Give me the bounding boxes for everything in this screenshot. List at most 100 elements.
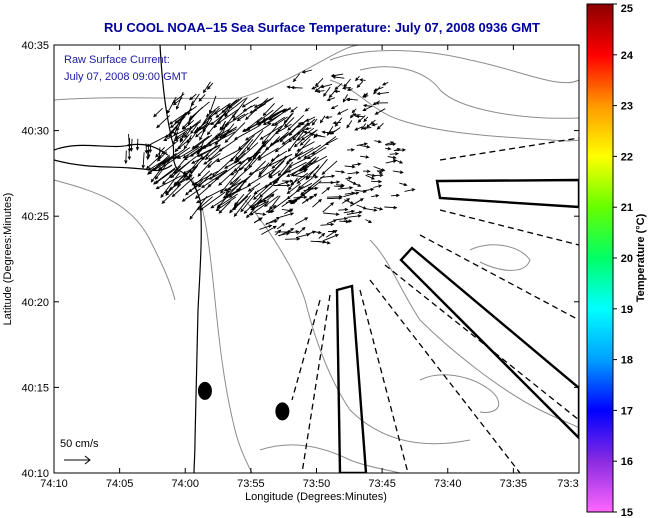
current-vector xyxy=(154,159,171,180)
current-vector xyxy=(328,90,336,99)
current-vector xyxy=(157,147,162,160)
current-vectors xyxy=(124,69,416,245)
current-vector xyxy=(294,217,309,225)
current-vector xyxy=(303,151,316,159)
current-vector xyxy=(160,172,181,199)
current-vector xyxy=(335,183,345,187)
current-vector xyxy=(343,191,360,198)
current-vector xyxy=(235,139,254,161)
current-vector xyxy=(242,116,263,133)
current-vector xyxy=(224,122,246,144)
current-vector xyxy=(253,186,266,195)
radial-6 xyxy=(359,289,409,473)
current-vector xyxy=(255,212,267,216)
current-vector xyxy=(344,165,356,169)
current-vector xyxy=(362,92,368,97)
radial-3 xyxy=(419,234,579,321)
x-tick-label: 74:05 xyxy=(106,478,134,490)
current-vector xyxy=(129,138,134,152)
current-vector xyxy=(347,214,362,218)
current-vector xyxy=(278,232,291,237)
current-vector xyxy=(371,179,383,184)
current-vector xyxy=(373,166,386,172)
current-vector xyxy=(202,81,211,94)
current-vector xyxy=(288,177,298,191)
colorbar-tick-label: 19 xyxy=(621,304,633,316)
current-vector xyxy=(233,195,252,218)
current-vector xyxy=(293,169,308,177)
current-vector xyxy=(311,136,337,155)
current-vector xyxy=(358,144,371,149)
current-vector xyxy=(207,158,219,169)
bathy-contour-channel xyxy=(189,174,253,473)
current-vector xyxy=(346,120,353,129)
current-vector xyxy=(365,208,378,212)
y-tick-label: 40:15 xyxy=(21,382,49,394)
current-vector xyxy=(334,117,343,127)
x-axis-label: Longitude (Degrees:Minutes) xyxy=(245,491,387,503)
current-vector xyxy=(271,116,286,127)
current-vector xyxy=(224,105,232,118)
current-vector xyxy=(201,144,218,161)
x-axis: 74:10 74:05 74:00 73:55 73:50 73:45 73:40 73:35… xyxy=(40,45,580,490)
current-vector xyxy=(217,108,239,124)
y-tick-label: 40:35 xyxy=(21,40,49,52)
current-vector xyxy=(185,180,203,196)
current-vector xyxy=(226,99,238,109)
current-vector xyxy=(346,148,355,152)
current-vector xyxy=(320,174,336,179)
current-vector xyxy=(365,219,373,223)
bathy-contour-ring xyxy=(329,50,579,84)
current-vector xyxy=(342,94,348,103)
current-vector xyxy=(323,234,340,242)
current-vector xyxy=(322,202,335,213)
colorbar xyxy=(586,3,614,513)
current-vector xyxy=(170,111,189,135)
current-vector xyxy=(259,179,280,198)
current-vector xyxy=(286,199,298,204)
current-vector xyxy=(274,230,292,234)
current-vector xyxy=(230,137,252,162)
current-vector xyxy=(363,116,369,123)
current-vector xyxy=(296,141,315,152)
current-vector xyxy=(173,156,197,174)
x-tick-label: 73:55 xyxy=(237,478,265,490)
current-vector xyxy=(141,152,145,169)
colorbar-tick-label: 18 xyxy=(621,355,633,367)
current-vector xyxy=(296,127,315,141)
current-vector xyxy=(333,216,349,221)
current-vector xyxy=(293,195,308,199)
current-vector xyxy=(179,134,186,142)
current-vector xyxy=(202,118,213,134)
current-vector xyxy=(198,94,206,102)
current-vector xyxy=(225,176,240,194)
current-vector xyxy=(210,196,228,209)
current-vector xyxy=(304,186,312,192)
buoy-markers xyxy=(197,381,290,421)
current-vector xyxy=(205,105,220,117)
y-tick-label: 40:20 xyxy=(21,297,49,309)
current-vector xyxy=(169,117,184,129)
current-vector xyxy=(335,170,346,174)
current-vector xyxy=(295,233,311,239)
current-vector xyxy=(372,100,381,106)
current-vector xyxy=(267,194,294,214)
current-vector xyxy=(127,134,131,148)
current-vector xyxy=(281,208,294,213)
current-vector xyxy=(302,130,312,135)
coastline-main xyxy=(159,45,202,473)
current-vector xyxy=(266,193,275,201)
current-vector xyxy=(306,118,316,127)
current-vector xyxy=(198,115,209,131)
current-vector xyxy=(287,156,309,168)
current-vector xyxy=(188,165,198,178)
current-vector xyxy=(311,85,319,90)
colorbar-tick-label: 24 xyxy=(621,50,634,62)
current-vector xyxy=(197,160,212,177)
current-vector xyxy=(284,117,295,128)
current-vector xyxy=(246,130,264,151)
current-vector xyxy=(404,188,416,192)
current-vector xyxy=(399,182,408,187)
outline-vertical-bar xyxy=(335,284,368,473)
current-vector xyxy=(349,198,364,207)
